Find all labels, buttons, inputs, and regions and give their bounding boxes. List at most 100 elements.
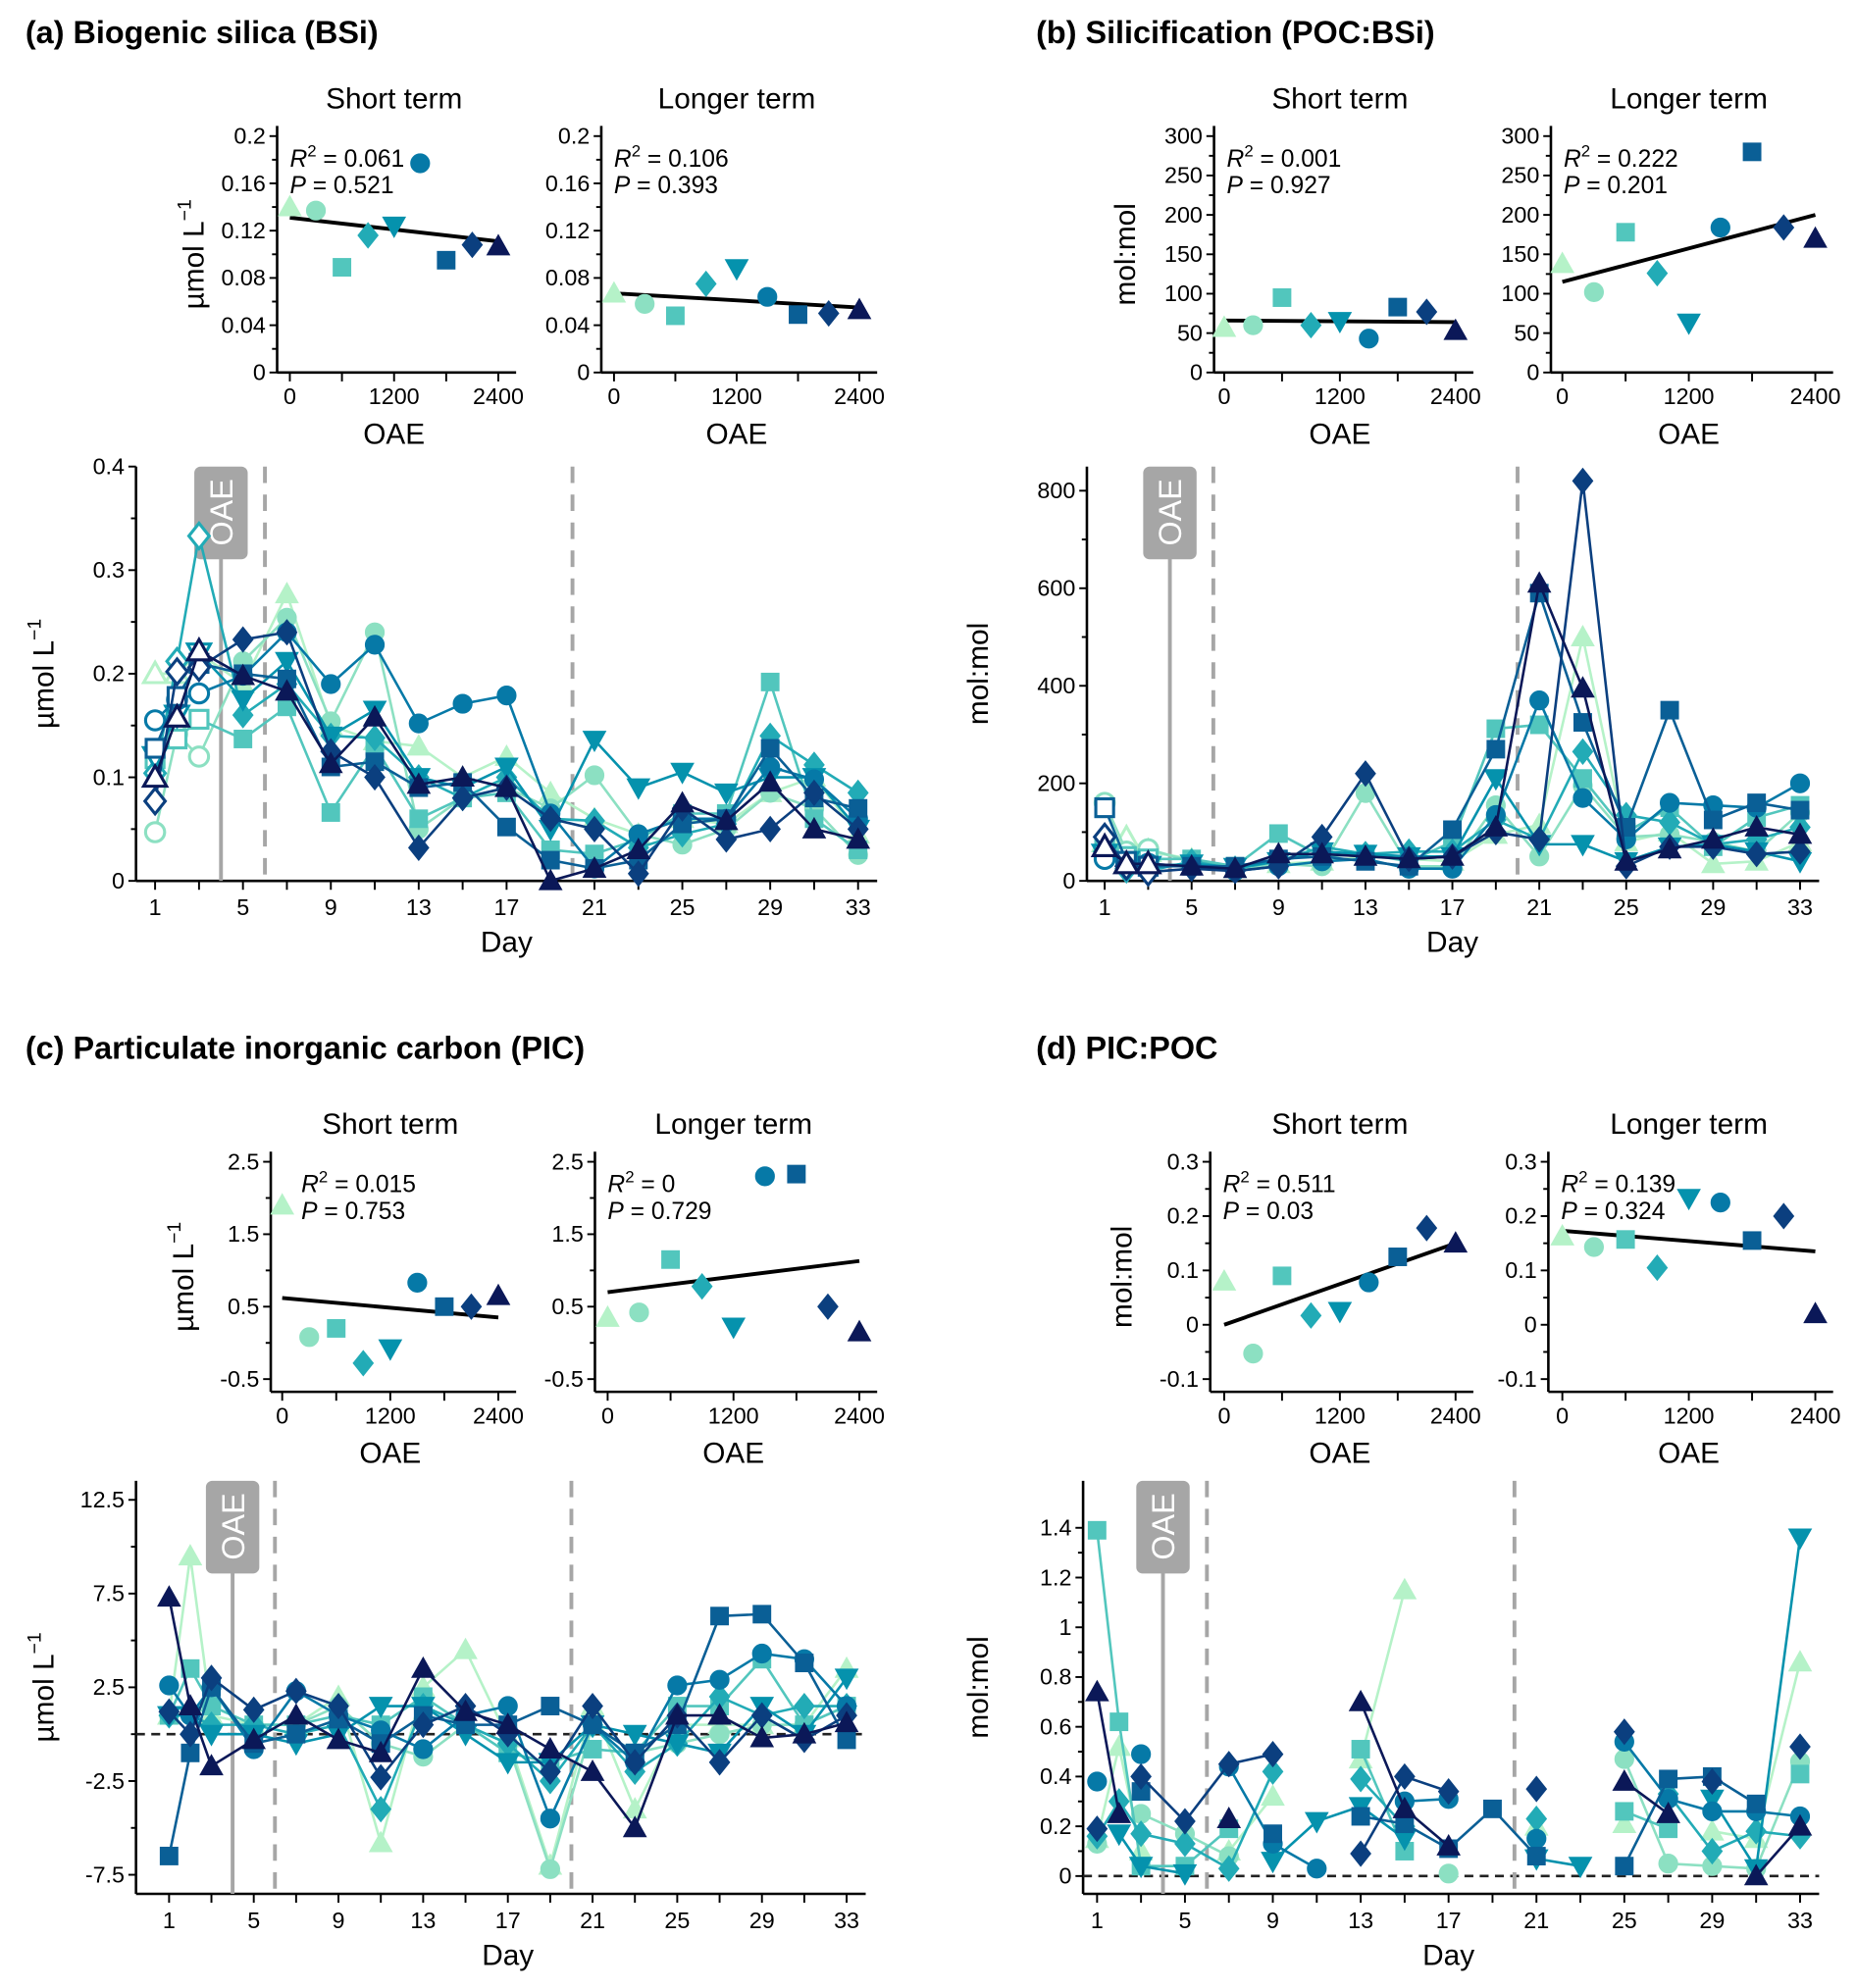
- data-point: [1657, 837, 1682, 859]
- y-axis-title: µmol L−1: [24, 619, 60, 729]
- scatter-point-oae-1200: [1676, 313, 1701, 335]
- scatter-point-oae-300: [629, 1302, 649, 1323]
- y-tick-label: 0.2: [233, 124, 265, 149]
- data-point: [1174, 1808, 1196, 1835]
- x-axis-title: OAE: [705, 418, 767, 450]
- data-point: [760, 672, 780, 691]
- data-point: [1790, 800, 1810, 820]
- time-series-plot: 0 200 400 600 800 1 5 9 13 17 21 25 29 33 Day mol:mol OA…: [962, 466, 1820, 959]
- series-oae-2400: [157, 1585, 859, 1838]
- longer-term-scatter: 0 50 100 150 200 250 300 0 1200 2400 OAE Longer ter…: [1501, 82, 1840, 450]
- scatter-point-oae-900: [691, 1273, 713, 1300]
- scatter-point-oae-300: [635, 293, 655, 315]
- data-point: [622, 1815, 647, 1838]
- x-tick-label: 1: [163, 1908, 176, 1933]
- data-point: [1094, 796, 1115, 819]
- y-tick-label: 12.5: [80, 1487, 125, 1512]
- data-point: [276, 619, 298, 646]
- regression-line: [607, 1258, 860, 1295]
- y-tick-label: 100: [1164, 280, 1203, 306]
- r-symbol: R: [289, 146, 307, 173]
- r-squared-value: 0.015: [355, 1172, 416, 1198]
- data-point: [1615, 1857, 1634, 1876]
- series-oae-0: [1085, 1577, 1813, 1861]
- data-point: [1348, 1689, 1373, 1711]
- y-tick-label: 0.16: [221, 171, 265, 196]
- scatter-point-oae-2100: [461, 231, 484, 259]
- p-value-number: 0.393: [657, 173, 718, 199]
- subplot-title: Longer term: [658, 82, 816, 115]
- data-point: [1572, 788, 1593, 808]
- data-point: [794, 1692, 815, 1720]
- r-squared-value: 0.106: [668, 146, 729, 173]
- data-point: [370, 1796, 392, 1823]
- data-point: [584, 765, 605, 786]
- r-superscript: 2: [1244, 142, 1253, 161]
- data-point: [286, 1724, 306, 1744]
- y-tick-label: 0.8: [1040, 1664, 1071, 1690]
- data-point: [1217, 1751, 1240, 1778]
- data-point: [757, 770, 783, 792]
- y-tick-label: 0.2: [558, 124, 590, 149]
- data-point: [1747, 793, 1767, 813]
- data-point: [241, 1727, 267, 1750]
- data-point: [1266, 841, 1291, 864]
- data-point: [184, 636, 214, 662]
- scatter-point-oae-2100: [1416, 298, 1438, 326]
- panel-c-title: (c) Particulate inorganic carbon (PIC): [26, 1031, 585, 1066]
- data-point: [494, 775, 519, 797]
- data-point: [1615, 1802, 1634, 1821]
- scatter-point-oae-300: [299, 1327, 320, 1348]
- data-point: [321, 802, 340, 822]
- data-point: [1130, 1762, 1153, 1790]
- y-tick-label: 2.5: [228, 1148, 259, 1174]
- data-point: [1525, 1775, 1548, 1803]
- r-equals: =: [641, 146, 668, 173]
- p-value: P = 0.521: [289, 173, 393, 199]
- longer-term-scatter: -0.1 0 0.1 0.2 0.3 0 1200 2400 OAE Longer term R2 …: [1498, 1108, 1841, 1470]
- series-line: [1140, 1753, 1273, 1824]
- time-series-plot: 0 0.2 0.4 0.6 0.8 1 1.2 1.4 1 5 9 13 17 21 25 29 33 Day mo…: [962, 1480, 1820, 1972]
- y-tick-label: 0: [577, 360, 590, 385]
- y-tick-label: 0.5: [228, 1294, 259, 1319]
- scatter-point-oae-2100: [1773, 214, 1795, 241]
- y-tick-label: 0: [1058, 1863, 1071, 1889]
- y-tick-label: 0.1: [1505, 1257, 1536, 1283]
- r-symbol: R: [301, 1172, 319, 1198]
- data-point: [1701, 1767, 1724, 1796]
- data-point: [751, 1643, 772, 1664]
- series-oae-2100: [1086, 1718, 1811, 1867]
- scatter-point-oae-0: [278, 194, 302, 217]
- data-point: [157, 1585, 181, 1607]
- scatter-point-oae-1500: [1710, 217, 1730, 238]
- data-point: [1571, 835, 1595, 857]
- oae-annotation-box: [205, 1480, 260, 1574]
- data-point: [1572, 738, 1594, 765]
- subplot-title: Short term: [322, 1108, 458, 1141]
- y-tick-label: 0: [1526, 360, 1539, 385]
- data-point: [1701, 851, 1726, 874]
- data-point: [232, 626, 254, 653]
- data-point: [1656, 1801, 1680, 1823]
- y-axis-title-text: µmol L: [168, 1244, 200, 1332]
- data-point: [318, 751, 343, 774]
- y-tick-label: 0.04: [545, 312, 590, 337]
- data-point: [233, 730, 253, 748]
- data-point: [1528, 826, 1551, 853]
- scatter-point-oae-2400: [847, 1319, 872, 1342]
- scatter-point-oae-2100: [817, 299, 840, 328]
- r-equals: =: [317, 146, 344, 173]
- data-point: [1179, 853, 1205, 876]
- y-tick-label: 1.5: [551, 1221, 583, 1247]
- data-point: [538, 1737, 563, 1759]
- data-point: [408, 713, 429, 734]
- x-tick-label: 17: [1440, 894, 1466, 920]
- data-point: [1087, 1771, 1108, 1792]
- time-series-plot: -7.5 -2.5 2.5 7.5 12.5 1 5 9 13 17 21 25 29 33 Day µmol…: [24, 1480, 866, 1972]
- y-tick-label: 1: [1058, 1614, 1071, 1640]
- data-point: [407, 834, 430, 861]
- x-tick-label: 2400: [1430, 383, 1481, 409]
- x-tick-label: 0: [1556, 1403, 1569, 1429]
